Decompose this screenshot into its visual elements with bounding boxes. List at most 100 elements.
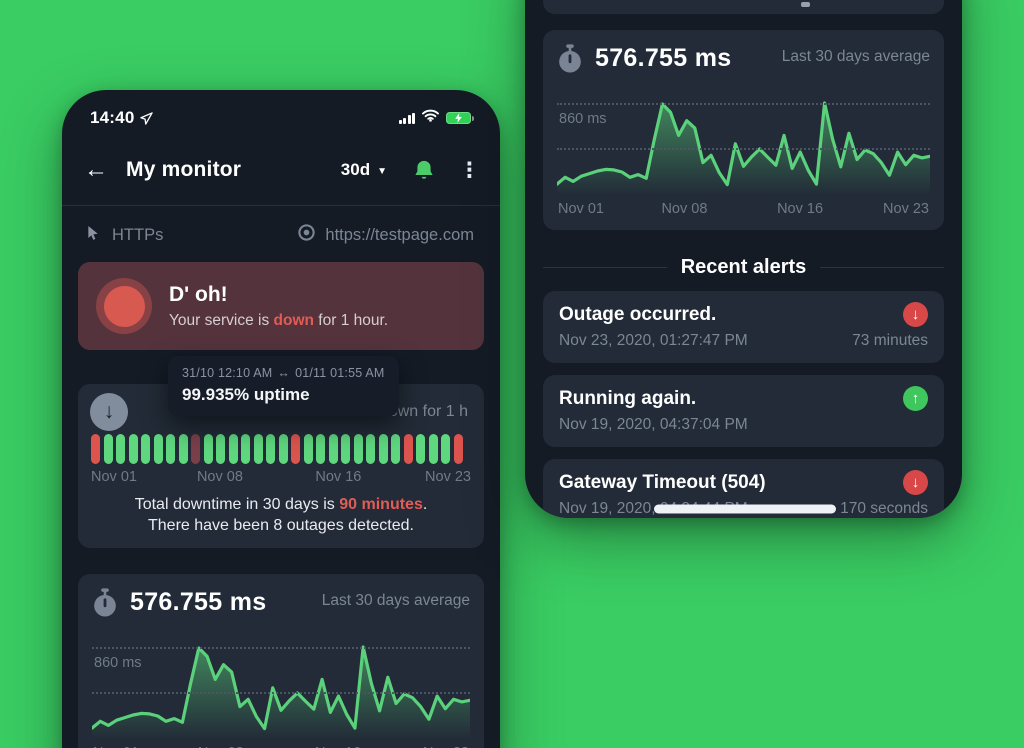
down-arrow-circle-icon: ↓ [90, 393, 128, 431]
interval-arrow-icon: ↔ [277, 366, 291, 380]
partial-card-cutoff [543, 0, 944, 14]
stopwatch-icon [557, 44, 583, 79]
heading-divider [820, 266, 944, 269]
gridline-860ms [92, 647, 470, 650]
signal-strength-icon [398, 112, 415, 124]
outages-summary: There have been 8 outages detected. [148, 517, 414, 535]
recent-alerts-heading: Recent alerts [543, 256, 944, 279]
uptime-bar-up [416, 434, 425, 464]
gridline-label: 860 ms [94, 655, 142, 672]
uptime-status-label: Down for 1 h [377, 403, 468, 420]
uptime-bar-down [453, 434, 463, 464]
app-header: ← My monitor 30d ▼ ⋮ [84, 150, 480, 190]
axis-label: Nov 01 [558, 201, 604, 217]
page-title: My monitor [126, 158, 242, 181]
uptime-bar-up [278, 434, 288, 464]
uptime-card-header: ↓ Down for 1 h [90, 393, 472, 431]
alert-item-outage[interactable]: Outage occurred. ↓ Nov 23, 2020, 01:27:4… [543, 291, 944, 363]
alert-item-running[interactable]: Running again. ↑ Nov 19, 2020, 04:37:04 … [543, 375, 944, 447]
axis-label: Nov 01 [93, 745, 139, 748]
down-arrow-badge-icon: ↓ [903, 302, 928, 327]
uptime-bar-up [241, 434, 250, 464]
uptime-bar-up [353, 434, 363, 464]
cutoff-element-sliver [801, 2, 810, 7]
status-time: 14:40 [90, 108, 135, 127]
alert-title: Outage occurred. [559, 303, 717, 325]
cursor-icon [86, 225, 101, 246]
axis-label: Nov 16 [315, 469, 362, 485]
response-axis-labels: Nov 01 Nov 08 Nov 16 Nov 23 [92, 745, 470, 748]
uptime-bar-up [253, 434, 263, 464]
uptime-bar-up [328, 434, 338, 464]
status-bar: 14:40 [90, 106, 474, 130]
axis-label: Nov 16 [777, 201, 824, 217]
response-time-caption: Last 30 days average [781, 48, 930, 65]
axis-label: Nov 08 [198, 745, 244, 748]
response-time-line-chart[interactable]: 860 ms [557, 92, 930, 196]
header-divider [62, 205, 500, 206]
location-arrow-icon [140, 111, 154, 125]
alert-title: Gateway Timeout (504) [559, 471, 766, 493]
alert-banner-title: D' oh! [169, 282, 228, 306]
uptime-bar-up [153, 434, 163, 464]
uptime-bar-up [166, 434, 175, 464]
uptime-bar-up [216, 434, 225, 464]
notifications-bell-icon[interactable] [413, 159, 435, 182]
gridline-mid [557, 148, 930, 150]
uptime-bar-up [378, 434, 388, 464]
wifi-icon [422, 109, 439, 127]
uptime-bar-down [91, 434, 100, 464]
uptime-bar-up [391, 434, 400, 464]
alert-item-gateway-timeout[interactable]: Gateway Timeout (504) ↓ Nov 19, 2020, 04… [543, 459, 944, 518]
uptime-bar-up [303, 434, 313, 464]
phone-right: 576.755 ms Last 30 days average 860 ms N… [525, 0, 962, 518]
uptime-bars-chart[interactable] [90, 434, 472, 464]
uptime-bar-up [428, 434, 438, 464]
alert-banner-highlight: down [273, 311, 314, 329]
target-icon [297, 223, 316, 247]
response-card-header: 576.755 ms Last 30 days average [557, 44, 930, 79]
battery-charging-icon [446, 111, 474, 125]
tooltip-period: 31/10 12:10 AM ↔ 01/11 01:55 AM [182, 366, 385, 380]
uptime-bar-up [178, 434, 188, 464]
recent-alerts-title: Recent alerts [680, 256, 807, 278]
stopwatch-icon [92, 588, 118, 623]
response-axis-labels: Nov 01 Nov 08 Nov 16 Nov 23 [557, 201, 930, 218]
axis-label: Nov 23 [883, 201, 929, 217]
uptime-bar-up [266, 434, 275, 464]
monitor-info-row: HTTPs https://testpage.com [86, 223, 474, 247]
gridline-mid [92, 692, 470, 695]
time-range-dropdown[interactable]: 30d ▼ [341, 160, 387, 180]
alert-datetime: Nov 19, 2020, 04:34:44 PM [559, 500, 836, 518]
downtime-alert-banner: D' oh! Your service is down for 1 hour. [78, 262, 484, 350]
back-button[interactable]: ← [84, 156, 108, 183]
kebab-menu-icon[interactable]: ⋮ [459, 158, 480, 182]
uptime-axis-labels: Nov 01 Nov 08 Nov 16 Nov 23 [90, 469, 472, 486]
alert-datetime: Nov 19, 2020, 04:37:04 PM [559, 416, 748, 433]
response-card-header: 576.755 ms Last 30 days average [92, 588, 470, 623]
uptime-bar-up [203, 434, 213, 464]
alert-title: Running again. [559, 387, 697, 409]
monitor-type-label: HTTPs [112, 225, 164, 244]
uptime-bar-up [103, 434, 113, 464]
response-time-value: 576.755 ms [130, 588, 267, 617]
alert-datetime: Nov 23, 2020, 01:27:47 PM [559, 332, 748, 349]
heading-divider [543, 266, 667, 269]
axis-label: Nov 23 [423, 745, 469, 748]
response-time-card: 576.755 ms Last 30 days average 860 ms N… [78, 574, 484, 748]
status-dot-down-icon [96, 278, 152, 334]
uptime-bar-up [341, 434, 350, 464]
axis-label: Nov 23 [425, 469, 471, 485]
axis-label: Nov 16 [315, 745, 361, 748]
axis-label: Nov 01 [91, 469, 137, 485]
alert-banner-message: Your service is down for 1 hour. [169, 311, 389, 329]
uptime-bar-up [116, 434, 125, 464]
uptime-bar-up [141, 434, 150, 464]
uptime-bar-up [366, 434, 375, 464]
alert-duration: 73 minutes [852, 332, 928, 349]
response-time-line-chart[interactable]: 860 ms [92, 636, 470, 741]
tooltip-uptime-value: 99.935% uptime [182, 385, 310, 404]
monitor-url: https://testpage.com [325, 225, 474, 244]
alert-duration: 170 seconds [840, 500, 928, 517]
downtime-summary: Total downtime in 30 days is 90 minutes.… [134, 496, 428, 535]
